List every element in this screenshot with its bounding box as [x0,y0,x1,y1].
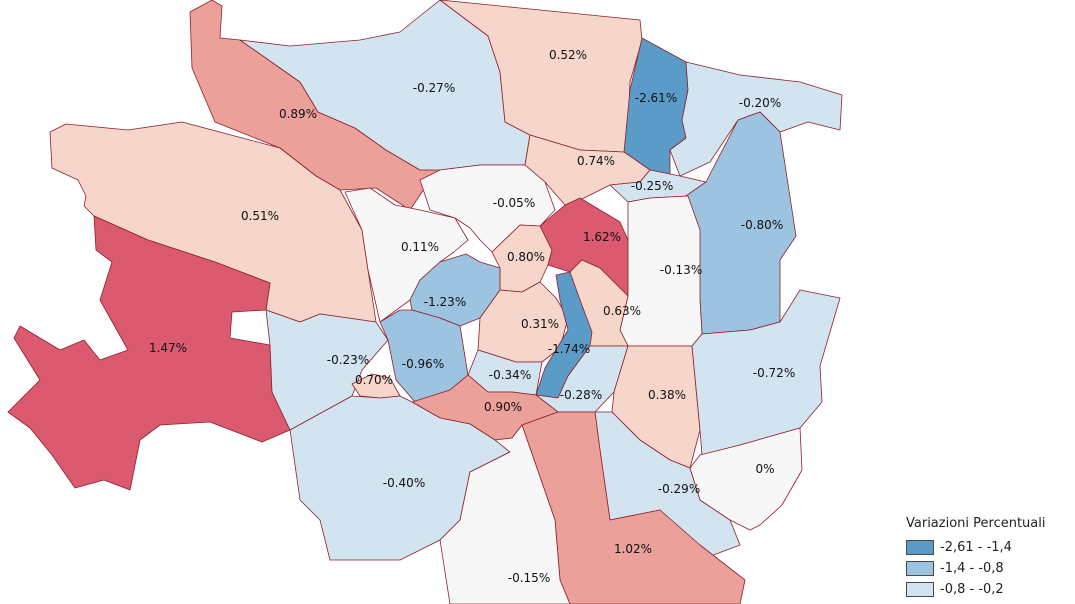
zone-value-label: -0.27% [413,81,455,95]
map-zone [7,215,291,491]
legend-title: Variazioni Percentuali [906,516,1046,531]
map-zone [439,424,571,604]
zone-value-label: -0.28% [560,388,602,402]
zone-value-label: -0.23% [327,353,369,367]
map-zone [689,427,803,531]
legend-label: -1,4 - -0,8 [940,561,1004,576]
zone-value-label: 1.02% [614,542,652,556]
zone-value-label: 0.74% [577,154,615,168]
zone-value-label: -0.20% [739,96,781,110]
zone-value-label: 0.90% [484,400,522,414]
zone-value-label: 0.51% [241,209,279,223]
zone-value-label: -0.72% [753,366,795,380]
legend-item: -0,8 - -0,2 [906,579,1071,600]
zone-value-label: 0% [755,462,774,476]
zone-value-label: -0.05% [493,196,535,210]
map-zone [344,187,469,323]
zone-value-label: 1.62% [583,230,621,244]
zone-value-label: -0.13% [660,263,702,277]
zone-value-label: -2.61% [635,91,677,105]
zone-value-label: 0.63% [603,304,641,318]
zone-value-label: 1.47% [149,341,187,355]
legend-item: -2,61 - -1,4 [906,537,1071,558]
zone-value-label: -0.40% [383,476,425,490]
legend-item: -1,4 - -0,8 [906,558,1071,579]
zone-value-label: 0.70% [355,373,393,387]
zone-value-label: 0.11% [401,240,439,254]
zone-value-label: 0.89% [279,107,317,121]
zone-value-label: -1.23% [424,295,466,309]
zone-value-label: 0.38% [648,388,686,402]
legend-label: -0,8 - -0,2 [940,582,1004,597]
legend-swatch [906,582,934,597]
zone-value-label: 0.80% [507,250,545,264]
legend-swatch [906,540,934,555]
map-zone [265,309,389,431]
legend-label: -2,61 - -1,4 [940,540,1012,555]
map-zone [691,289,841,456]
zone-value-label: -0.25% [631,179,673,193]
map-legend: Variazioni Percentuali -2,61 - -1,4 -1,4… [906,516,1071,600]
legend-swatch [906,561,934,576]
zone-value-label: 0.52% [549,48,587,62]
zone-value-label: -0.15% [508,571,550,585]
zone-value-label: -0.96% [402,357,444,371]
zone-value-label: -0.29% [658,482,700,496]
zone-value-label: -0.34% [489,368,531,382]
zone-value-label: 0.31% [521,317,559,331]
zone-value-label: -1.74% [548,342,590,356]
zone-value-label: -0.80% [741,218,783,232]
